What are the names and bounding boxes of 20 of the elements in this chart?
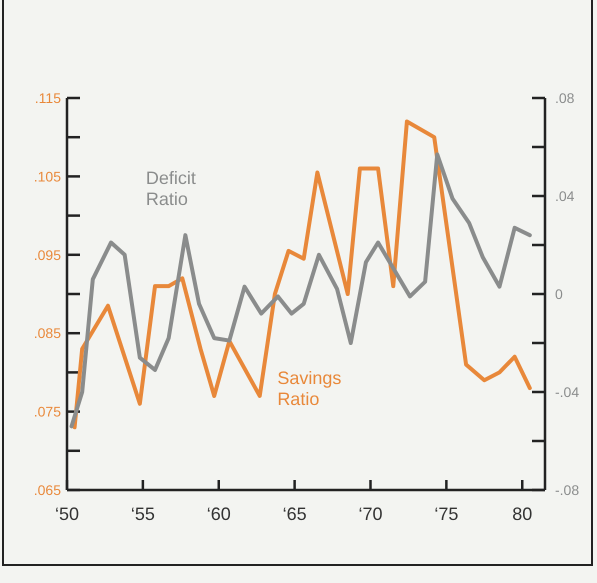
x-tick-label: ‘75: [434, 504, 458, 524]
y2-tick-label: -.08: [555, 482, 580, 498]
x-tick-label: 80: [512, 504, 532, 524]
y2-tick-label: 0: [555, 286, 563, 302]
y-tick-label: .105: [34, 168, 62, 184]
y-tick-label: .095: [34, 246, 62, 263]
x-tick-label: ‘60: [206, 504, 231, 524]
y2-tick-label: .04: [555, 188, 575, 204]
y-tick-label: .085: [34, 325, 62, 342]
x-tick-label: ‘65: [282, 504, 307, 524]
x-tick-label: ‘50: [54, 504, 80, 524]
y2-tick-label: -.04: [555, 384, 580, 400]
y-tick-label: .065: [34, 482, 62, 498]
y-tick-label: .075: [34, 404, 62, 420]
y-tick-label: .115: [34, 90, 62, 106]
series-label: Savings Ratio: [277, 368, 342, 410]
y2-tick-label: .08: [555, 90, 575, 106]
x-tick-label: ‘70: [358, 504, 383, 524]
series-label: Deficit Ratio: [146, 168, 196, 210]
x-tick-label: ‘55: [130, 504, 155, 524]
